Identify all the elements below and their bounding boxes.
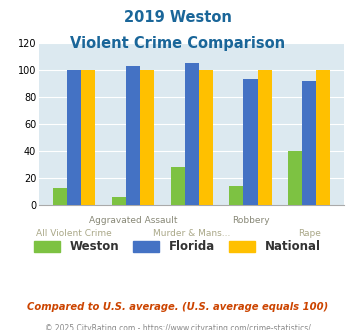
Bar xyxy=(244,79,258,205)
Bar xyxy=(185,63,199,205)
Bar xyxy=(53,188,67,205)
Bar xyxy=(112,196,126,205)
Bar xyxy=(126,66,140,205)
Bar xyxy=(258,70,272,205)
Text: © 2025 CityRating.com - https://www.cityrating.com/crime-statistics/: © 2025 CityRating.com - https://www.city… xyxy=(45,324,310,330)
Text: All Violent Crime: All Violent Crime xyxy=(36,229,112,238)
Bar xyxy=(229,186,244,205)
Bar xyxy=(81,70,95,205)
Text: Compared to U.S. average. (U.S. average equals 100): Compared to U.S. average. (U.S. average … xyxy=(27,302,328,312)
Bar xyxy=(302,81,316,205)
Bar xyxy=(67,70,81,205)
Text: Violent Crime Comparison: Violent Crime Comparison xyxy=(70,36,285,51)
Bar xyxy=(316,70,331,205)
Text: 2019 Weston: 2019 Weston xyxy=(124,10,231,25)
Text: Robbery: Robbery xyxy=(232,216,269,225)
Text: Murder & Mans...: Murder & Mans... xyxy=(153,229,230,238)
Bar xyxy=(170,167,185,205)
Text: Aggravated Assault: Aggravated Assault xyxy=(89,216,177,225)
Bar xyxy=(199,70,213,205)
Legend: Weston, Florida, National: Weston, Florida, National xyxy=(29,236,326,258)
Text: Rape: Rape xyxy=(298,229,321,238)
Bar xyxy=(140,70,154,205)
Bar xyxy=(288,151,302,205)
